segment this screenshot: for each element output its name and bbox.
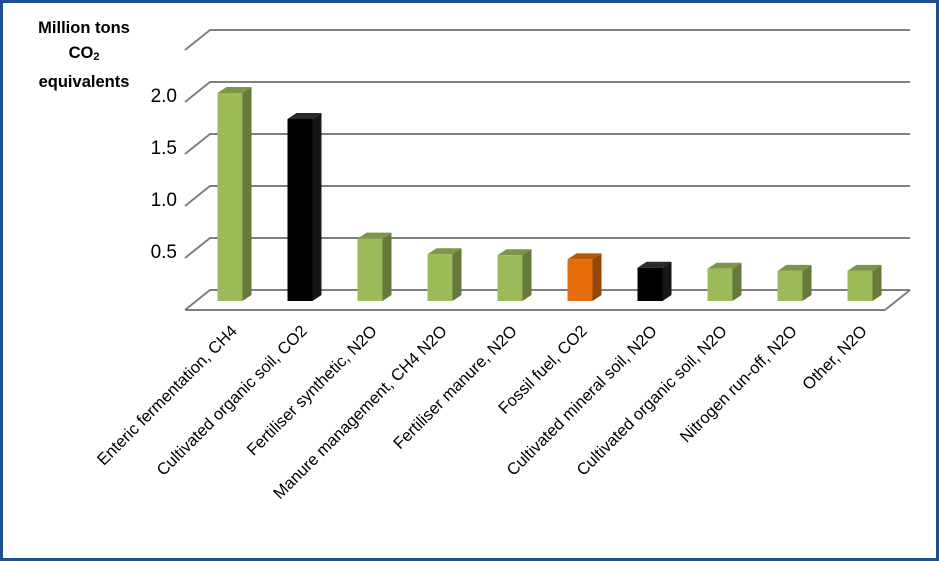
bar-side: [802, 264, 812, 301]
bar-top: [497, 249, 532, 256]
x-tick-label: Fertiliser manure, N2O: [390, 322, 521, 453]
bar-side: [382, 232, 392, 301]
y-axis-title-subscript: 2: [93, 51, 100, 63]
floor-right-edge: [884, 289, 911, 311]
bar-side: [242, 87, 252, 301]
bar-top: [217, 87, 252, 93]
bar-side: [592, 253, 602, 301]
bar-side: [662, 261, 672, 301]
x-tick-label: Nitrogen run-off, N2O: [677, 322, 801, 446]
bar: [847, 264, 882, 301]
y-axis-title: Million tons CO2 equivalents: [14, 16, 154, 95]
bar-top: [567, 253, 602, 260]
y-axis-title-line-3: equivalents: [38, 73, 130, 91]
x-tick-label: Cultivated organic soil, CO2: [153, 322, 310, 479]
y-tick-label: 1.0: [151, 190, 177, 211]
bar-top: [777, 264, 812, 271]
bar-layer: [217, 87, 882, 301]
bar-front: [707, 268, 733, 301]
floor-back-line: [184, 289, 910, 311]
y-tick-layer: 0.5 1.0 1.5 2.0: [151, 86, 177, 263]
bar-top: [287, 113, 322, 119]
bar: [427, 248, 462, 301]
bar: [707, 262, 742, 301]
bar: [357, 232, 392, 301]
bar-front: [847, 270, 873, 301]
bar-front: [287, 119, 313, 301]
gridline: [184, 237, 910, 259]
gridline: [184, 133, 910, 155]
bar: [497, 249, 532, 301]
gridline: [184, 185, 910, 207]
bar-front: [777, 270, 803, 301]
bar-side: [452, 248, 462, 301]
bar-front: [567, 259, 593, 301]
bar: [217, 87, 252, 301]
gridline: [184, 81, 910, 103]
x-tick-label: Cultivated mineral soil, N2O: [503, 322, 660, 479]
y-tick-label: 0.5: [151, 242, 177, 263]
gridline: [184, 29, 910, 51]
y-axis-title-line-2: CO2: [14, 41, 154, 70]
y-axis-title-line-1: Million tons: [38, 19, 130, 37]
bar-side: [522, 249, 532, 301]
x-tick-label: Fertiliser synthetic, N2O: [244, 322, 381, 459]
bar-side: [732, 262, 742, 301]
bar-front: [427, 254, 453, 301]
x-tick-label: Other, N2O: [799, 322, 871, 394]
bar-top: [357, 232, 392, 239]
y-tick-label: 1.5: [151, 138, 177, 159]
bar-front: [357, 238, 383, 301]
bar-side: [312, 113, 322, 301]
x-tick-label: Enteric fermentation, CH4: [94, 322, 241, 469]
bar-top: [847, 264, 882, 271]
bar-front: [637, 267, 663, 301]
bar-top: [637, 261, 672, 268]
bar-top: [427, 248, 462, 255]
grid-layer: [184, 29, 911, 311]
x-tick-label: Cultivated organic soil, N2O: [573, 322, 730, 479]
bar-front: [217, 93, 243, 301]
bar-top: [707, 262, 742, 269]
bar-side: [872, 264, 882, 301]
bar: [777, 264, 812, 301]
y-axis-title-co: CO: [68, 44, 94, 62]
bar-front: [497, 255, 523, 301]
bar: [567, 253, 602, 301]
bar: [287, 113, 322, 301]
bar: [637, 261, 672, 301]
y-tick-label: 2.0: [151, 86, 177, 107]
